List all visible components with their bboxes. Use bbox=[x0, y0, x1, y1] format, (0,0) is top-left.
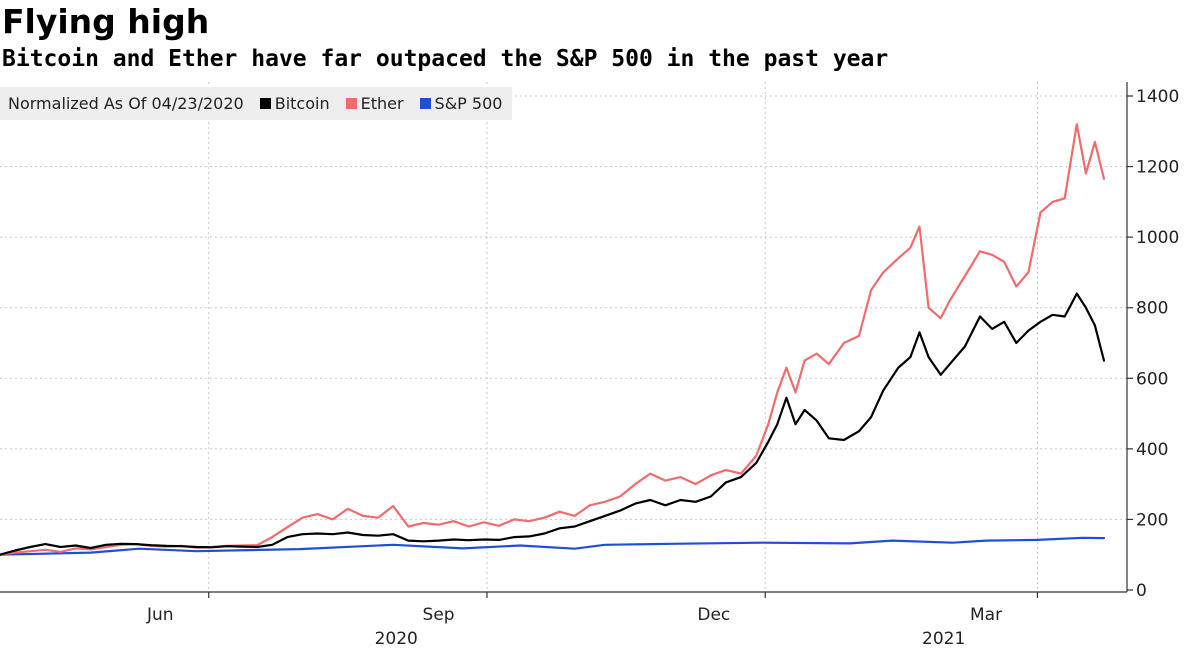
series-line-ether bbox=[0, 123, 1106, 556]
legend: Normalized As Of 04/23/2020 Bitcoin Ethe… bbox=[0, 87, 513, 120]
x-tick-label-dec: Dec bbox=[697, 605, 730, 625]
x-tick-label-mar: Mar bbox=[970, 605, 1002, 625]
legend-label-ether: Ether bbox=[360, 94, 404, 113]
y-tick-label: 600 bbox=[1136, 369, 1168, 389]
x-tick-label-jun: Jun bbox=[146, 605, 174, 625]
y-tick-label: 200 bbox=[1136, 510, 1168, 530]
chart-subtitle: Bitcoin and Ether have far outpaced the … bbox=[2, 46, 889, 72]
legend-swatch-ether bbox=[345, 98, 357, 109]
x-tick-label-sep: Sep bbox=[423, 605, 455, 625]
y-tick-label: 1200 bbox=[1136, 158, 1179, 178]
legend-item-bitcoin: Bitcoin bbox=[259, 94, 330, 113]
legend-label-sp500: S&P 500 bbox=[434, 94, 503, 113]
legend-swatch-sp500 bbox=[419, 98, 431, 109]
y-tick-label: 1000 bbox=[1136, 228, 1179, 248]
normalization-note: Normalized As Of 04/23/2020 bbox=[8, 94, 244, 113]
x-year-label-2020: 2020 bbox=[375, 629, 418, 649]
series-line-sp500 bbox=[0, 536, 1106, 556]
series-line-bitcoin bbox=[0, 292, 1106, 556]
series-layer bbox=[0, 123, 1106, 556]
y-tick-label: 1400 bbox=[1136, 87, 1179, 107]
chart-title: Flying high bbox=[2, 2, 210, 41]
legend-swatch-bitcoin bbox=[259, 98, 271, 109]
legend-label-bitcoin: Bitcoin bbox=[274, 94, 330, 113]
y-tick-label: 0 bbox=[1136, 581, 1147, 601]
y-tick-label: 400 bbox=[1136, 440, 1168, 460]
grid-layer bbox=[0, 82, 1127, 592]
legend-item-ether: Ether bbox=[345, 94, 404, 113]
x-year-label-2021: 2021 bbox=[922, 629, 965, 649]
y-tick-label: 800 bbox=[1136, 299, 1168, 319]
legend-item-sp500: S&P 500 bbox=[419, 94, 503, 113]
